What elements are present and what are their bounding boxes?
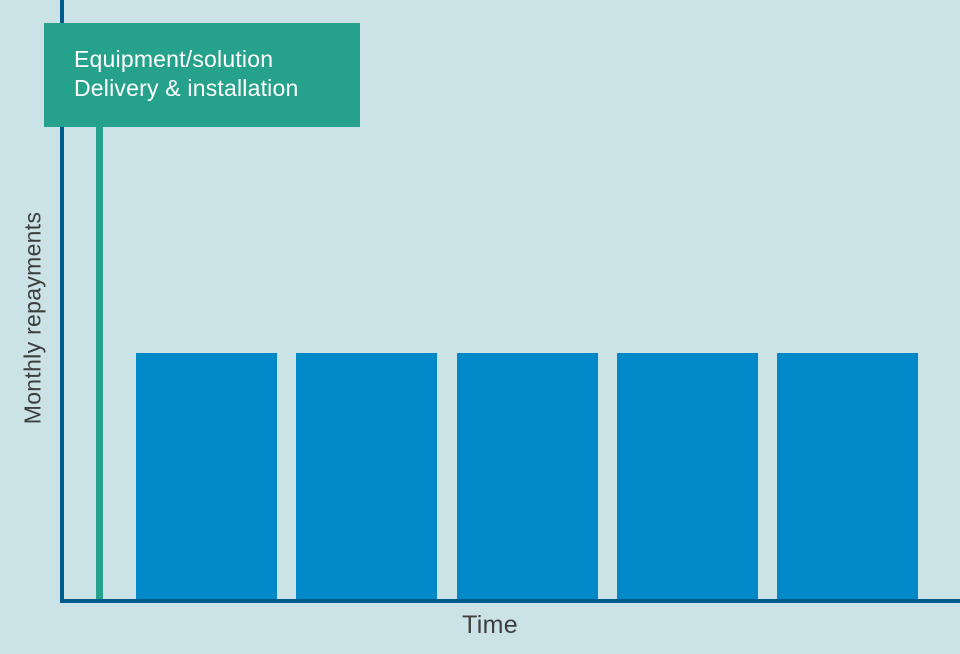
delivery-callout-box: Equipment/solution Delivery & installati… bbox=[44, 23, 360, 127]
delivery-event-line bbox=[96, 127, 103, 599]
repayment-bar bbox=[296, 353, 437, 599]
x-axis-line bbox=[60, 599, 960, 603]
y-axis-line bbox=[60, 0, 64, 603]
x-axis-label: Time bbox=[462, 611, 518, 639]
callout-line-1: Equipment/solution bbox=[74, 46, 274, 72]
repayment-bar bbox=[617, 353, 758, 599]
callout-line-2: Delivery & installation bbox=[74, 75, 299, 101]
repayment-bar bbox=[457, 353, 598, 599]
y-axis-label: Monthly repayments bbox=[19, 211, 46, 425]
repayment-bar bbox=[136, 353, 277, 599]
repayment-bar bbox=[777, 353, 918, 599]
